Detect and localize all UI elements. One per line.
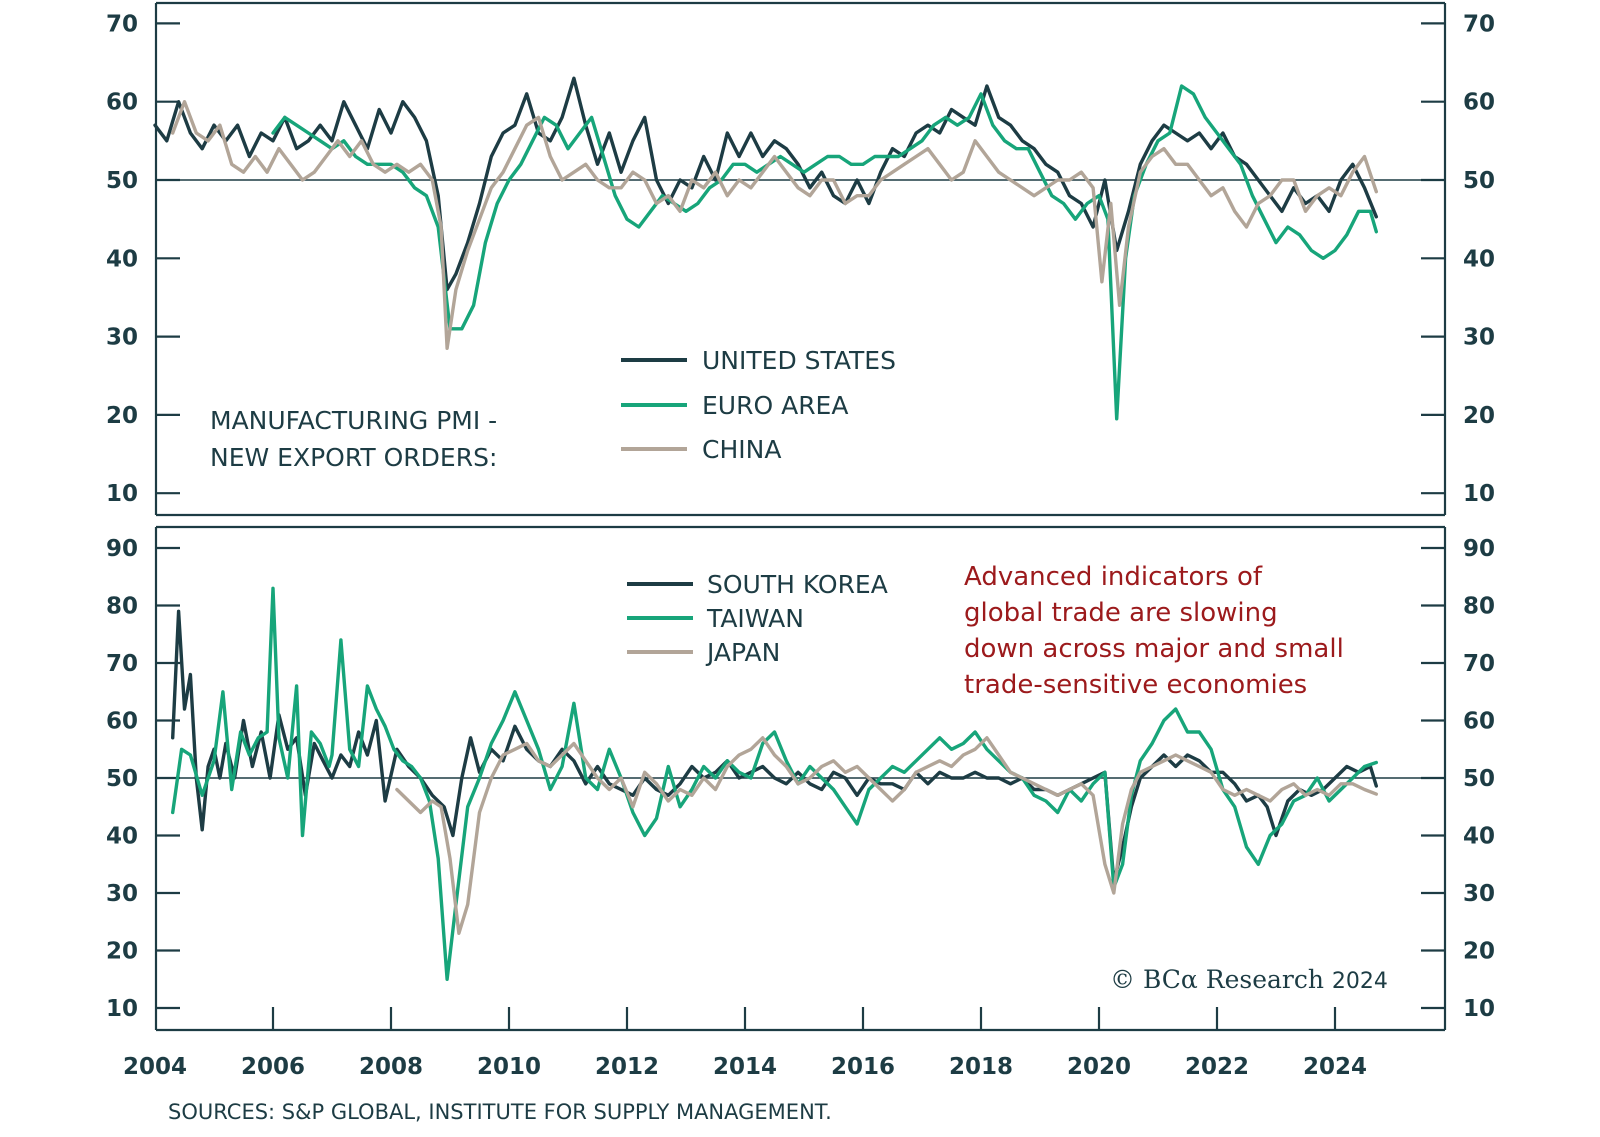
x-tick-label-2024: 2024 bbox=[1303, 1054, 1367, 1080]
legend-label-taiwan: TAIWAN bbox=[706, 604, 804, 633]
x-tick-label-2010: 2010 bbox=[477, 1054, 541, 1080]
top-right-tick-label-20: 20 bbox=[1463, 403, 1495, 429]
x-ticks: 2004 2006 2008 2010 2012 2014 2016 2018 2020 2022… bbox=[123, 1007, 1367, 1080]
chart-title-line-1: MANUFACTURING PMI - bbox=[210, 406, 497, 435]
note-line-2: global trade are slowing bbox=[964, 598, 1278, 628]
bottom-right-tick-label-20: 20 bbox=[1463, 939, 1495, 965]
x-tick-label-2020: 2020 bbox=[1067, 1054, 1131, 1080]
bottom-right-tick-label-50: 50 bbox=[1463, 766, 1495, 792]
x-tick-label-2016: 2016 bbox=[831, 1054, 895, 1080]
bottom-left-tick-label-40: 40 bbox=[106, 824, 138, 850]
legend-label-euro-area: EURO AREA bbox=[702, 391, 848, 420]
x-tick-label-2012: 2012 bbox=[595, 1054, 659, 1080]
series-line-japan bbox=[395, 736, 1379, 935]
bottom-left-tick-label-30: 30 bbox=[106, 881, 138, 907]
legend-label-china: CHINA bbox=[702, 435, 781, 464]
x-tick-label-2006: 2006 bbox=[241, 1054, 305, 1080]
top-left-tick-label-20: 20 bbox=[106, 403, 138, 429]
legend-label-japan: JAPAN bbox=[705, 638, 780, 667]
top-right-tick-label-40: 40 bbox=[1463, 246, 1495, 272]
series-line-taiwan bbox=[170, 586, 1379, 981]
bottom-left-tick-label-80: 80 bbox=[106, 594, 138, 620]
series-line-euro-area bbox=[271, 84, 1379, 421]
bottom-y-ticks: 10 10 20 20 30 30 40 40 50 50 60 60 70 70 80 80 90 90 bbox=[106, 536, 1495, 1022]
legend-label-united-states: UNITED STATES bbox=[702, 346, 896, 375]
bottom-series-group bbox=[170, 586, 1379, 981]
bottom-left-tick-label-70: 70 bbox=[106, 651, 138, 677]
copyright: © BCα Research 2024 bbox=[1110, 965, 1388, 994]
top-left-tick-label-60: 60 bbox=[106, 90, 138, 116]
bottom-right-tick-label-40: 40 bbox=[1463, 824, 1495, 850]
legend-label-south-korea: SOUTH KOREA bbox=[707, 570, 888, 599]
x-tick-label-2022: 2022 bbox=[1185, 1054, 1249, 1080]
bottom-legend: SOUTH KOREA TAIWAN JAPAN bbox=[627, 570, 888, 667]
top-right-tick-label-10: 10 bbox=[1463, 481, 1495, 507]
top-right-tick-label-50: 50 bbox=[1463, 168, 1495, 194]
note-line-4: trade-sensitive economies bbox=[964, 670, 1307, 700]
chart-title-line-2: NEW EXPORT ORDERS: bbox=[210, 443, 497, 472]
bottom-left-tick-label-20: 20 bbox=[106, 939, 138, 965]
copyright-year: 2024 bbox=[1332, 969, 1388, 994]
top-left-tick-label-40: 40 bbox=[106, 246, 138, 272]
bottom-left-tick-label-90: 90 bbox=[106, 536, 138, 562]
top-right-tick-label-70: 70 bbox=[1463, 11, 1495, 37]
copyright-prefix: © BCα Research bbox=[1110, 965, 1324, 994]
bottom-right-tick-label-80: 80 bbox=[1463, 594, 1495, 620]
top-y-ticks: 10 10 20 20 30 30 40 40 50 50 60 60 70 70 bbox=[106, 11, 1495, 507]
x-tick-label-2014: 2014 bbox=[713, 1054, 777, 1080]
series-line-china bbox=[170, 99, 1379, 350]
bottom-left-tick-label-50: 50 bbox=[106, 766, 138, 792]
bottom-right-tick-label-30: 30 bbox=[1463, 881, 1495, 907]
top-left-tick-label-70: 70 bbox=[106, 11, 138, 37]
top-panel: 10 10 20 20 30 30 40 40 50 50 60 60 70 70 MANUFACTURI… bbox=[106, 1, 1495, 517]
note-line-3: down across major and small bbox=[964, 634, 1344, 664]
top-right-tick-label-60: 60 bbox=[1463, 90, 1495, 116]
bottom-right-tick-label-70: 70 bbox=[1463, 651, 1495, 677]
x-tick-label-2018: 2018 bbox=[949, 1054, 1013, 1080]
top-right-tick-label-30: 30 bbox=[1463, 325, 1495, 351]
x-tick-label-2004: 2004 bbox=[123, 1054, 187, 1080]
source-note: SOURCES: S&P GLOBAL, INSTITUTE FOR SUPPL… bbox=[168, 1100, 832, 1124]
top-series-group bbox=[153, 76, 1379, 421]
bottom-left-tick-label-10: 10 bbox=[106, 996, 138, 1022]
top-left-tick-label-30: 30 bbox=[106, 325, 138, 351]
top-left-tick-label-50: 50 bbox=[106, 168, 138, 194]
bottom-right-tick-label-10: 10 bbox=[1463, 996, 1495, 1022]
bottom-right-tick-label-60: 60 bbox=[1463, 709, 1495, 735]
bottom-right-tick-label-90: 90 bbox=[1463, 536, 1495, 562]
annotation-note: Advanced indicators of global trade are … bbox=[964, 562, 1344, 700]
series-line-united-states bbox=[153, 76, 1379, 292]
top-legend: UNITED STATES EURO AREA CHINA bbox=[621, 346, 896, 464]
copyright-text: © BCα Research 2024 bbox=[1110, 965, 1388, 994]
bottom-left-tick-label-60: 60 bbox=[106, 709, 138, 735]
x-tick-label-2008: 2008 bbox=[359, 1054, 423, 1080]
top-left-tick-label-10: 10 bbox=[106, 481, 138, 507]
note-line-1: Advanced indicators of bbox=[964, 562, 1263, 592]
